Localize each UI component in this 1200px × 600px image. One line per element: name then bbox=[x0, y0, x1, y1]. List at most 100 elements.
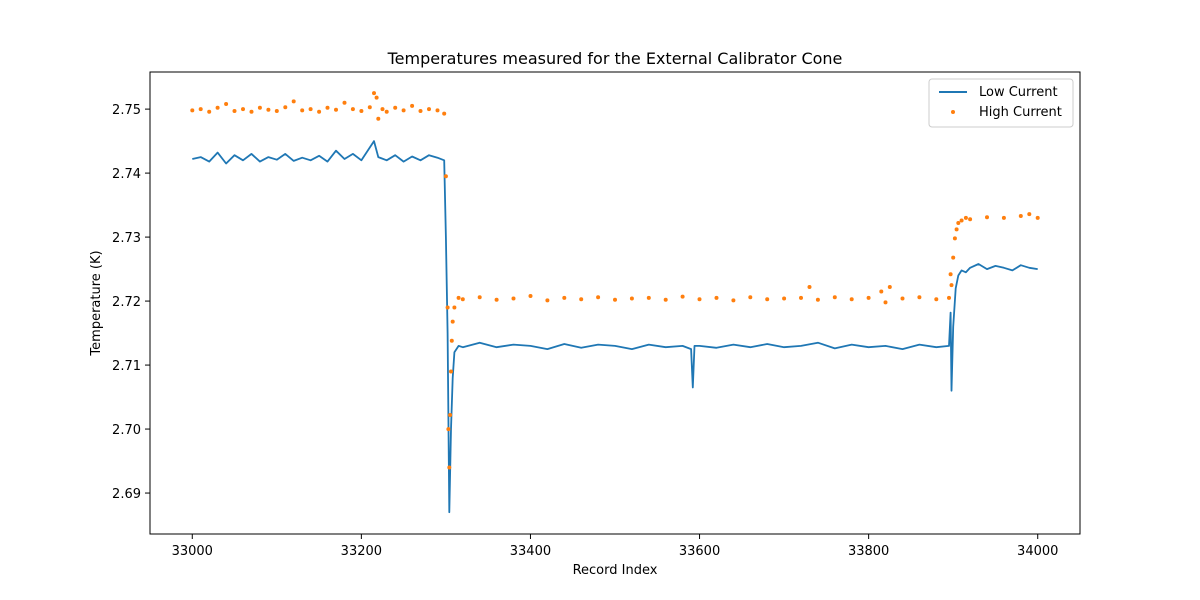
data-point-high-current bbox=[596, 295, 601, 300]
x-axis-label: Record Index bbox=[573, 563, 658, 578]
data-point-high-current bbox=[832, 295, 837, 300]
data-point-high-current bbox=[815, 297, 820, 302]
data-point-high-current bbox=[579, 297, 584, 302]
data-point-high-current bbox=[866, 295, 871, 300]
data-point-high-current bbox=[241, 107, 245, 112]
x-tick-label: 33200 bbox=[341, 544, 382, 559]
data-point-high-current bbox=[456, 295, 461, 300]
data-point-high-current bbox=[731, 298, 736, 303]
x-tick-label: 33000 bbox=[172, 544, 213, 559]
data-point-high-current bbox=[342, 100, 347, 105]
data-point-high-current bbox=[748, 295, 753, 300]
legend-high-current-swatch bbox=[951, 110, 955, 114]
data-point-high-current bbox=[350, 107, 355, 112]
data-point-high-current bbox=[401, 108, 406, 113]
data-point-high-current bbox=[449, 338, 454, 343]
y-tick-label: 2.74 bbox=[112, 167, 141, 182]
data-point-high-current bbox=[452, 305, 457, 310]
data-point-high-current bbox=[190, 108, 195, 113]
data-point-high-current bbox=[224, 102, 229, 106]
x-tick-label: 33400 bbox=[510, 544, 551, 559]
data-point-high-current bbox=[215, 105, 220, 110]
data-point-high-current bbox=[663, 297, 668, 302]
data-point-high-current bbox=[900, 296, 905, 301]
series-layer bbox=[190, 91, 1040, 514]
data-point-high-current bbox=[956, 221, 961, 225]
data-point-high-current bbox=[1027, 212, 1032, 217]
data-point-high-current bbox=[367, 105, 372, 110]
data-point-high-current bbox=[359, 109, 364, 113]
x-tick-label: 34000 bbox=[1017, 544, 1058, 559]
data-point-high-current bbox=[680, 294, 685, 299]
data-point-high-current bbox=[646, 295, 651, 300]
data-point-high-current bbox=[207, 109, 212, 114]
data-point-high-current bbox=[443, 174, 448, 179]
y-tick-label: 2.70 bbox=[112, 423, 141, 438]
data-point-high-current bbox=[450, 319, 455, 324]
plot-frame bbox=[149, 71, 1081, 535]
data-point-high-current bbox=[317, 109, 322, 114]
y-tick-label: 2.73 bbox=[112, 231, 141, 246]
data-point-high-current bbox=[714, 295, 719, 300]
data-point-high-current bbox=[629, 296, 634, 301]
data-point-high-current bbox=[372, 91, 376, 96]
y-tick-label: 2.72 bbox=[112, 295, 141, 310]
legend-high-current-label: High Current bbox=[979, 105, 1062, 120]
data-point-high-current bbox=[384, 109, 389, 114]
x-tick-label: 33600 bbox=[679, 544, 720, 559]
data-point-high-current bbox=[948, 272, 953, 277]
data-point-high-current bbox=[442, 111, 447, 116]
y-axis: 2.69 2.70 2.71 2.72 2.73 2.74 2.75 bbox=[112, 103, 150, 502]
y-tick-label: 2.69 bbox=[112, 487, 141, 502]
data-point-high-current bbox=[418, 109, 423, 113]
series-points-high-current bbox=[190, 91, 1040, 470]
data-point-high-current bbox=[951, 255, 956, 260]
data-point-high-current bbox=[917, 295, 922, 300]
chart-title: Temperatures measured for the External C… bbox=[387, 49, 843, 68]
data-point-high-current bbox=[380, 107, 385, 112]
data-point-high-current bbox=[963, 215, 968, 220]
data-point-high-current bbox=[1035, 215, 1040, 220]
data-point-high-current bbox=[325, 105, 330, 110]
data-point-high-current bbox=[447, 465, 452, 470]
data-point-high-current bbox=[879, 289, 884, 294]
x-tick-label: 33800 bbox=[848, 544, 889, 559]
data-point-high-current bbox=[959, 218, 964, 223]
y-tick-label: 2.75 bbox=[112, 103, 141, 118]
data-point-high-current bbox=[477, 295, 482, 300]
data-point-high-current bbox=[765, 297, 770, 302]
y-axis-label: Temperature (K) bbox=[89, 250, 104, 356]
data-point-high-current bbox=[427, 107, 431, 112]
data-point-high-current bbox=[949, 283, 954, 288]
data-point-high-current bbox=[968, 217, 973, 222]
data-point-high-current bbox=[807, 285, 812, 289]
data-point-high-current bbox=[249, 109, 254, 114]
data-point-high-current bbox=[1001, 215, 1006, 220]
data-point-high-current bbox=[374, 95, 379, 100]
data-point-high-current bbox=[376, 116, 381, 121]
data-point-high-current bbox=[883, 300, 888, 305]
data-point-high-current bbox=[266, 107, 271, 112]
data-point-high-current bbox=[448, 413, 453, 417]
data-point-high-current bbox=[494, 297, 499, 302]
y-tick-label: 2.71 bbox=[112, 359, 141, 374]
data-point-high-current bbox=[799, 295, 803, 300]
data-point-high-current bbox=[435, 108, 440, 113]
x-axis: 33000 33200 33400 33600 33800 34000 bbox=[172, 534, 1058, 559]
data-point-high-current bbox=[393, 105, 398, 110]
data-point-high-current bbox=[198, 107, 203, 112]
data-point-high-current bbox=[446, 427, 451, 432]
data-point-high-current bbox=[445, 305, 450, 310]
data-point-high-current bbox=[613, 297, 617, 302]
data-point-high-current bbox=[952, 236, 957, 241]
data-point-high-current bbox=[291, 99, 296, 104]
data-point-high-current bbox=[274, 109, 279, 113]
data-point-high-current bbox=[934, 297, 939, 302]
data-point-high-current bbox=[697, 297, 702, 302]
data-point-high-current bbox=[283, 105, 288, 110]
data-point-high-current bbox=[410, 103, 415, 108]
data-point-high-current bbox=[528, 294, 533, 298]
data-point-high-current bbox=[449, 369, 453, 374]
data-point-high-current bbox=[954, 227, 959, 232]
